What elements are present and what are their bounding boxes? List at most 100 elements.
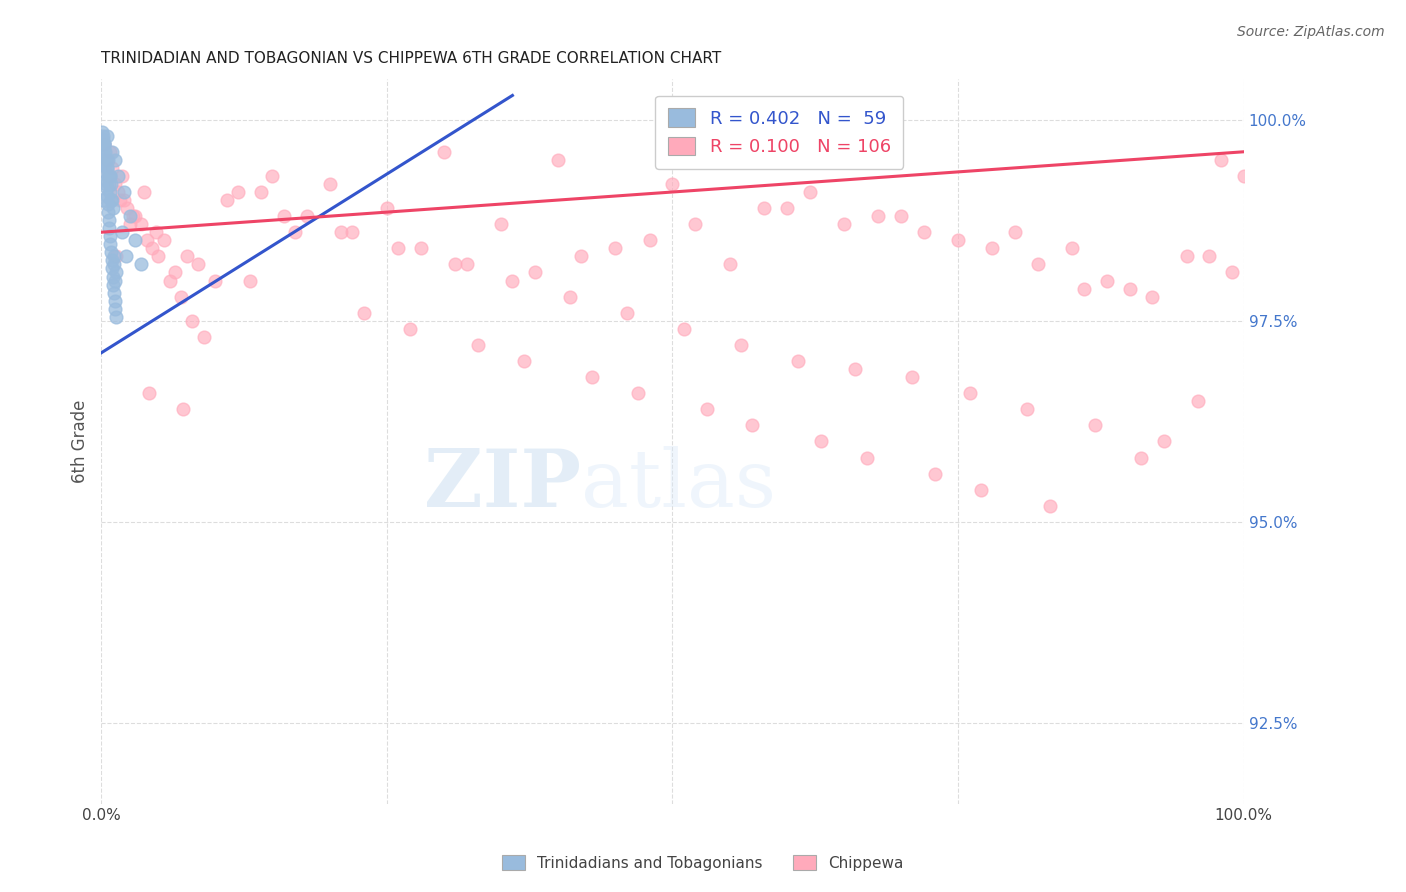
- Point: [97, 213, 120, 227]
- Point: [98, 221, 121, 235]
- Point: [181, 314, 204, 328]
- Point: [141, 241, 163, 255]
- Point: [569, 249, 592, 263]
- Point: [103, 257, 125, 271]
- Point: [94, 165, 117, 179]
- Point: [98, 169, 121, 183]
- Point: [100, 245, 122, 260]
- Point: [1153, 434, 1175, 449]
- Point: [605, 241, 627, 255]
- Point: [100, 193, 122, 207]
- Point: [98, 229, 121, 244]
- Point: [262, 169, 284, 183]
- Point: [718, 257, 741, 271]
- Point: [204, 273, 226, 287]
- Point: [387, 241, 409, 255]
- Point: [91, 125, 114, 139]
- Point: [1118, 282, 1140, 296]
- Point: [1209, 153, 1232, 167]
- Point: [1015, 402, 1038, 417]
- Y-axis label: 6th Grade: 6th Grade: [72, 400, 89, 483]
- Point: [97, 197, 120, 211]
- Point: [101, 145, 124, 159]
- Point: [118, 217, 141, 231]
- Point: [104, 249, 127, 263]
- Point: [110, 169, 132, 183]
- Text: Source: ZipAtlas.com: Source: ZipAtlas.com: [1237, 25, 1385, 39]
- Point: [1062, 241, 1084, 255]
- Point: [153, 233, 176, 247]
- Point: [110, 225, 132, 239]
- Point: [912, 225, 935, 239]
- Point: [96, 128, 118, 143]
- Point: [616, 306, 638, 320]
- Point: [661, 177, 683, 191]
- Point: [100, 237, 122, 252]
- Point: [1026, 257, 1049, 271]
- Point: [672, 322, 695, 336]
- Legend: R = 0.402   N =  59, R = 0.100   N = 106: R = 0.402 N = 59, R = 0.100 N = 106: [655, 95, 904, 169]
- Point: [97, 169, 120, 183]
- Point: [107, 169, 129, 183]
- Point: [94, 173, 117, 187]
- Point: [250, 185, 273, 199]
- Point: [129, 257, 152, 271]
- Point: [159, 273, 181, 287]
- Point: [110, 193, 132, 207]
- Text: ZIP: ZIP: [425, 446, 581, 524]
- Point: [946, 233, 969, 247]
- Text: atlas: atlas: [581, 446, 776, 524]
- Text: TRINIDADIAN AND TOBAGONIAN VS CHIPPEWA 6TH GRADE CORRELATION CHART: TRINIDADIAN AND TOBAGONIAN VS CHIPPEWA 6…: [101, 51, 721, 66]
- Point: [524, 265, 547, 279]
- Point: [375, 201, 398, 215]
- Point: [104, 265, 127, 279]
- Point: [284, 225, 307, 239]
- Point: [901, 370, 924, 384]
- Point: [104, 301, 127, 316]
- Point: [696, 402, 718, 417]
- Point: [104, 273, 127, 287]
- Point: [103, 249, 125, 263]
- Point: [91, 153, 114, 167]
- Point: [103, 285, 125, 300]
- Point: [100, 253, 122, 268]
- Point: [107, 185, 129, 199]
- Point: [547, 153, 569, 167]
- Point: [638, 233, 661, 247]
- Point: [855, 450, 877, 465]
- Point: [91, 133, 114, 147]
- Point: [868, 209, 890, 223]
- Point: [799, 185, 821, 199]
- Point: [1084, 418, 1107, 433]
- Point: [187, 257, 209, 271]
- Point: [433, 145, 456, 159]
- Point: [501, 273, 523, 287]
- Point: [118, 209, 141, 223]
- Point: [93, 141, 115, 155]
- Point: [97, 153, 120, 167]
- Point: [98, 169, 121, 183]
- Point: [103, 277, 125, 292]
- Point: [104, 310, 127, 324]
- Point: [103, 293, 125, 308]
- Point: [101, 269, 124, 284]
- Point: [97, 205, 120, 219]
- Point: [752, 201, 775, 215]
- Point: [112, 193, 135, 207]
- Point: [172, 402, 194, 417]
- Point: [353, 306, 375, 320]
- Point: [1220, 265, 1243, 279]
- Point: [409, 241, 432, 255]
- Point: [101, 261, 124, 276]
- Point: [91, 193, 114, 207]
- Point: [93, 136, 115, 151]
- Point: [115, 249, 138, 263]
- Point: [96, 181, 118, 195]
- Point: [96, 153, 118, 167]
- Point: [93, 136, 115, 151]
- Point: [98, 177, 121, 191]
- Point: [342, 225, 364, 239]
- Point: [215, 193, 238, 207]
- Point: [787, 354, 810, 368]
- Legend: Trinidadians and Tobagonians, Chippewa: Trinidadians and Tobagonians, Chippewa: [494, 846, 912, 880]
